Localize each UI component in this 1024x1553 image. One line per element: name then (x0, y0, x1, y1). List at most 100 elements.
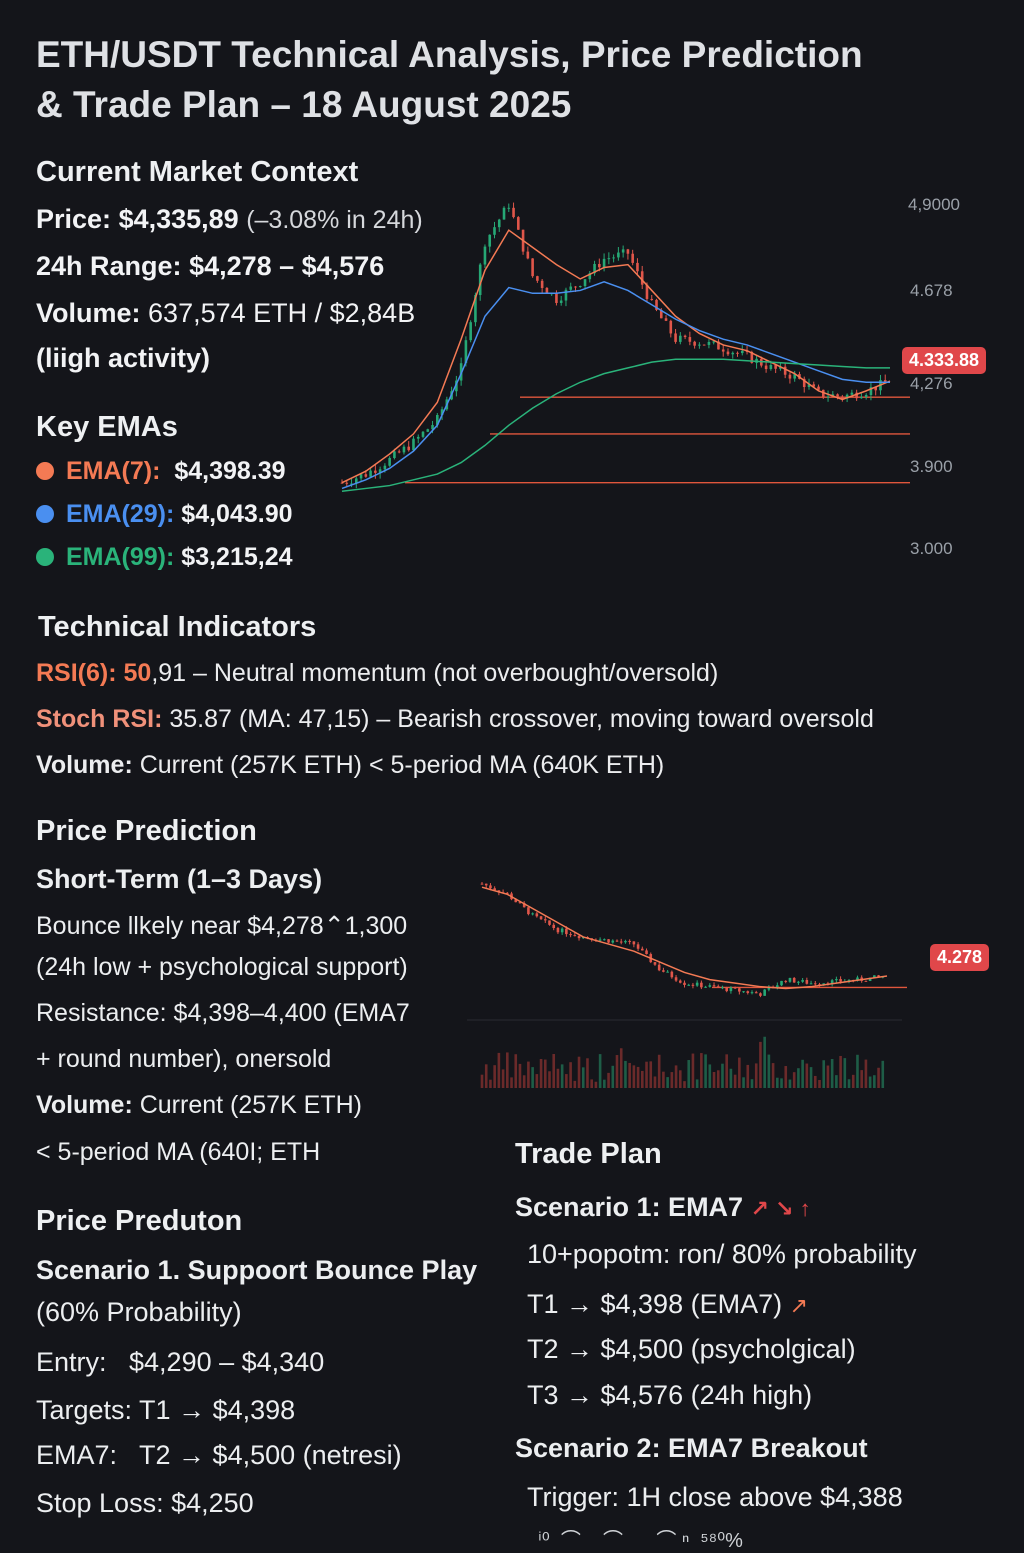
ema29-row: EMA(29): $4,043.90 (36, 500, 293, 529)
candle-body (855, 392, 858, 399)
candle-body (412, 438, 415, 451)
candle-body (877, 975, 880, 977)
ema99-row: EMA(99): $3,215,24 (36, 543, 293, 572)
candle-body (793, 374, 796, 379)
candle-body (631, 253, 634, 263)
candle-body (883, 380, 887, 383)
volume-bar (776, 1077, 779, 1088)
candle-body (636, 944, 640, 949)
candle-body (615, 940, 619, 942)
volume-bar (670, 1072, 674, 1088)
volume-bar (733, 1074, 737, 1088)
candle-body (708, 985, 712, 987)
volume-bar (797, 1068, 800, 1088)
candle-body (484, 883, 488, 886)
candle-body (797, 981, 800, 983)
volume-bar (826, 1065, 830, 1088)
volume-bar (716, 1070, 720, 1088)
candle-body (650, 298, 654, 300)
candle-body (721, 349, 725, 352)
candle-body (421, 431, 425, 437)
candle-body (464, 340, 468, 364)
prediction-line-4: + round number), onersold (36, 1045, 332, 1073)
volume-bar (657, 1054, 661, 1088)
candle-body (388, 458, 391, 466)
candle-body (512, 207, 515, 218)
trade-cut-line: ⁱ⁰ ⌒ ⌒ ⌒ ⁿ ⁵⁸⁰% (527, 1530, 743, 1552)
ema99-label: EMA(99): (66, 543, 175, 571)
short-term-chart (467, 881, 907, 1088)
volume-bar (649, 1061, 653, 1088)
candle-body (369, 470, 372, 477)
volume-bar (746, 1064, 750, 1088)
candle-body (841, 396, 844, 399)
volume-bar (877, 1067, 880, 1088)
candle-body (700, 982, 703, 988)
candle-body (716, 986, 720, 988)
candle-body (807, 384, 811, 388)
volume-bar (860, 1070, 863, 1088)
candle-body (577, 935, 581, 939)
candle-body (531, 913, 534, 915)
indicator-volume-label: Volume: (36, 751, 133, 779)
prediction-volume-line-2: < 5-period MA (640I; ETH (36, 1138, 321, 1166)
candle-body (502, 207, 506, 220)
candle-body (678, 980, 682, 983)
trend-arrows-icon: ↗ ↘ ↑ (750, 1196, 811, 1221)
candle-body (569, 934, 572, 936)
candle-body (809, 983, 813, 985)
candle-body (632, 941, 636, 945)
candle-body (556, 928, 560, 933)
candle-body (740, 350, 744, 354)
volume-bar (695, 1079, 699, 1088)
candle-body (478, 264, 482, 296)
candle-body (687, 984, 691, 986)
volume-bar (750, 1079, 754, 1088)
volume-bar (489, 1079, 492, 1088)
candle-body (383, 465, 387, 470)
candle-body (374, 470, 377, 473)
candle-body (695, 982, 699, 986)
candle-body (802, 378, 806, 388)
candle-body (702, 344, 706, 346)
candle-body (698, 344, 701, 346)
support-price-tag: 4.278 (930, 944, 990, 971)
volume-bar (480, 1074, 484, 1088)
candle-body (774, 364, 777, 369)
candle-body (455, 380, 458, 392)
candle-body (683, 335, 687, 338)
volume-bar (510, 1077, 513, 1088)
candle-body (822, 983, 826, 985)
volume-bar (678, 1070, 682, 1088)
candle-body (588, 273, 592, 280)
candle-body (641, 948, 644, 951)
trade-plan-heading: Trade Plan (515, 1138, 662, 1170)
volume-bar (619, 1048, 623, 1088)
volume-bar (628, 1062, 631, 1088)
candle-body (712, 985, 716, 987)
candle-body (784, 980, 788, 982)
candle-body (436, 414, 439, 426)
volume-bar (704, 1054, 707, 1088)
candle-body (812, 384, 816, 387)
candle-body (763, 989, 766, 996)
volume-bar (725, 1054, 728, 1088)
candle-body (628, 940, 631, 942)
candle-body (653, 962, 657, 965)
candle-body (397, 451, 401, 453)
candle-body (707, 341, 711, 345)
ema7-row: EMA(7): $4,398.39 (36, 457, 286, 486)
volume-bar (700, 1053, 703, 1088)
volume-bar (493, 1065, 496, 1088)
price-label: Price: (36, 204, 112, 234)
candle-body (407, 446, 411, 451)
ema7-dot-icon (36, 462, 54, 480)
volume-bar (527, 1061, 530, 1088)
candle-body (593, 263, 596, 274)
volume-bar (729, 1068, 733, 1088)
candle-body (598, 263, 601, 268)
volume-line: Volume: 637,574 ETH / $2,84B (36, 298, 415, 329)
candle-body (729, 987, 733, 992)
volume-bar (767, 1054, 771, 1088)
technical-indicators-heading: Technical Indicators (38, 611, 317, 643)
